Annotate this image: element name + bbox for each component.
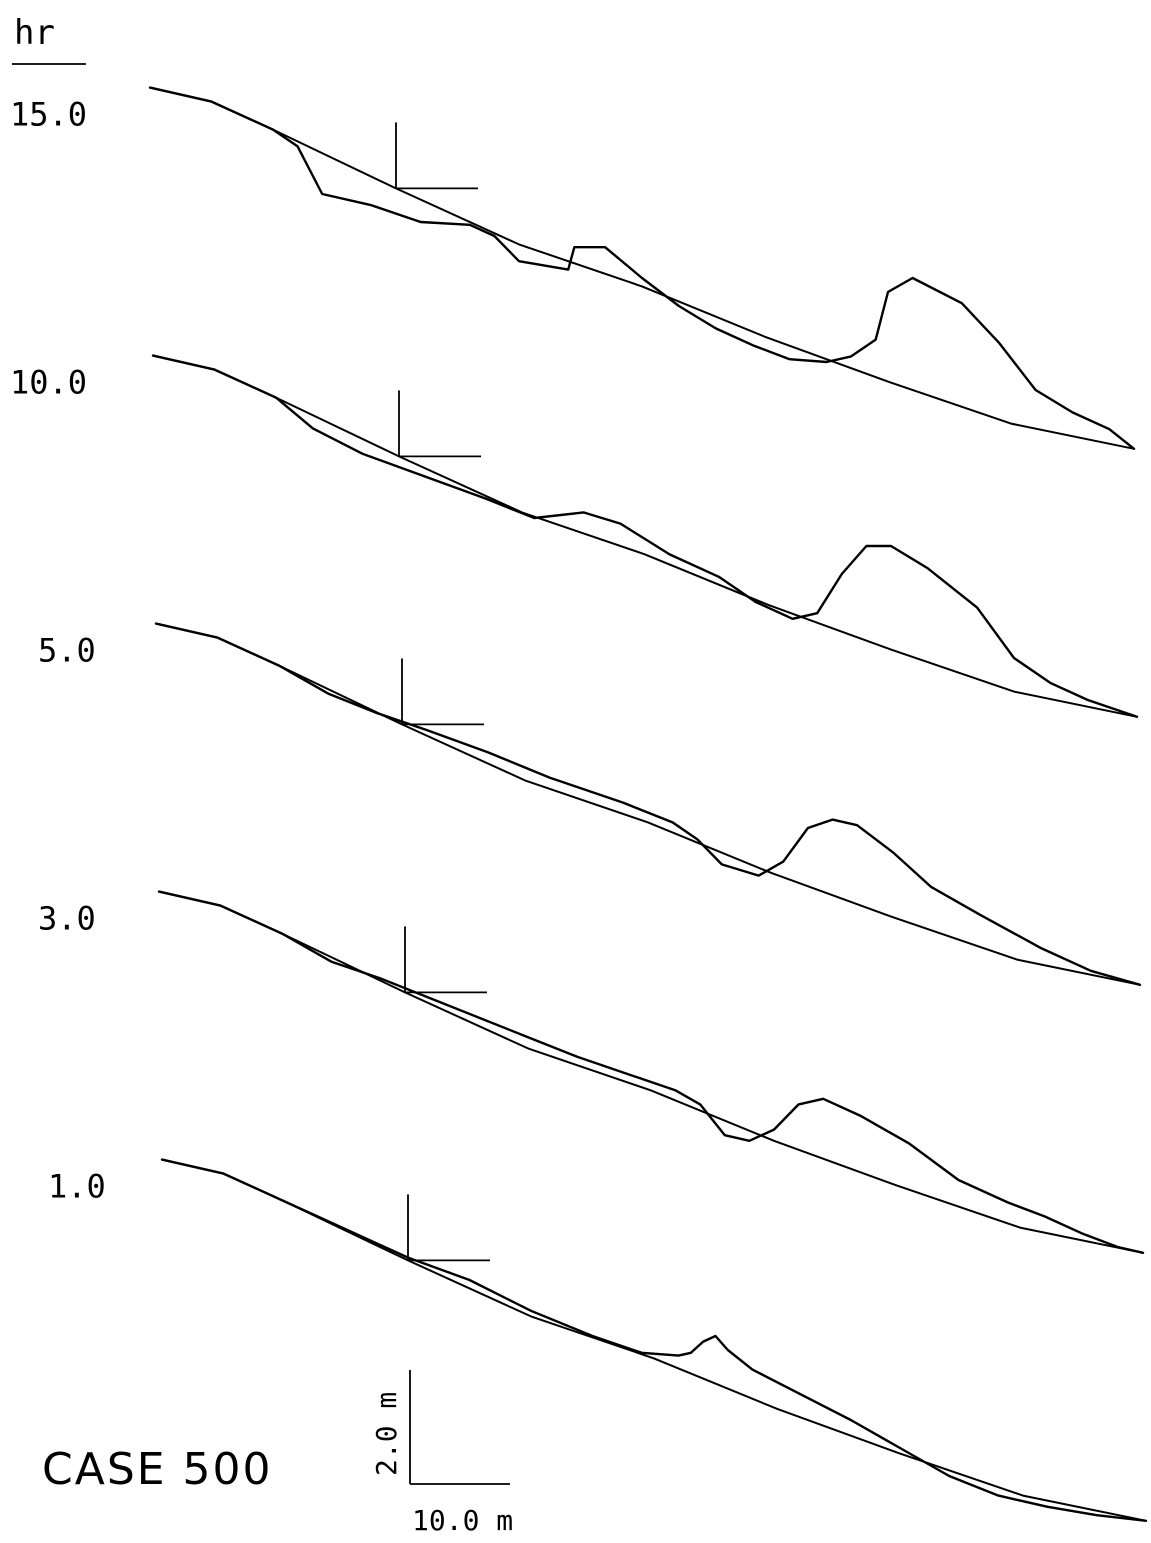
panel-time-label: 5.0	[38, 632, 96, 670]
scale-bar: 2.0 m 10.0 m	[370, 1370, 513, 1537]
panel-time-label: 10.0	[10, 364, 87, 402]
measured-profile-line	[157, 890, 1145, 1255]
measured-profile-line	[154, 622, 1142, 986]
panel-4: 1.0	[48, 1158, 1148, 1523]
measured-profile-line	[151, 354, 1139, 718]
measured-profile-line	[148, 86, 1136, 450]
panel-0: 15.0	[10, 86, 1136, 450]
initial-profile-line	[149, 86, 1135, 450]
case-label: CASE 500	[42, 1444, 273, 1495]
panel-1: 10.0	[10, 354, 1139, 718]
initial-profile-line	[155, 622, 1141, 986]
scale-bar-horizontal-label: 10.0 m	[412, 1504, 513, 1537]
scale-bar-vertical-label: 2.0 m	[370, 1392, 403, 1476]
panel-3: 3.0	[38, 890, 1145, 1255]
initial-profile-line	[152, 354, 1138, 718]
measured-profile-line	[160, 1158, 1148, 1523]
panel-time-label: 15.0	[10, 96, 87, 134]
initial-profile-line	[158, 890, 1144, 1254]
panel-time-label: 1.0	[48, 1168, 106, 1206]
panel-time-label: 3.0	[38, 900, 96, 938]
panel-2: 5.0	[38, 622, 1142, 986]
unit-label: hr	[14, 13, 55, 53]
profile-panels: 15.0 10.0 5.0 3.0 1.0	[10, 86, 1148, 1523]
